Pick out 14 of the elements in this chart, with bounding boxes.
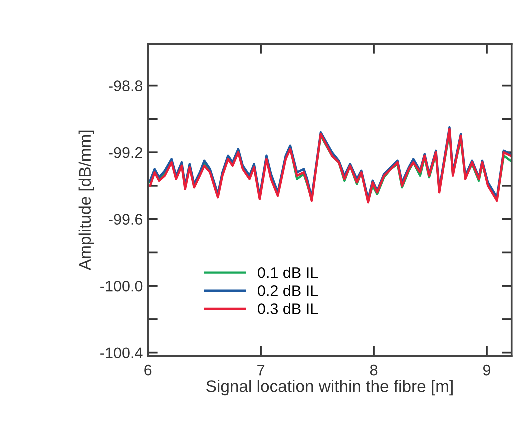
y-tick-label: -99.6 bbox=[109, 214, 143, 226]
y-tick-label: -99.2 bbox=[109, 147, 142, 158]
y-tick-label: -100.0 bbox=[100, 280, 143, 292]
x-axis-title: Signal location within the fibre [m] bbox=[206, 380, 453, 396]
x-tick-label: 6 bbox=[144, 364, 152, 376]
y-tick-label: -98.8 bbox=[109, 80, 143, 92]
legend-label: 0.1 dB IL bbox=[258, 267, 318, 278]
x-tick-label: 7 bbox=[258, 365, 265, 376]
x-tick-label: 9 bbox=[483, 364, 491, 376]
legend-label: 0.3 dB IL bbox=[258, 303, 318, 314]
y-axis-title: Amplitude [dB/mm] bbox=[78, 130, 94, 270]
x-tick-label: 8 bbox=[370, 364, 378, 376]
y-tick-label: -100.4 bbox=[100, 348, 143, 359]
legend-label: 0.2 dB IL bbox=[258, 285, 318, 296]
